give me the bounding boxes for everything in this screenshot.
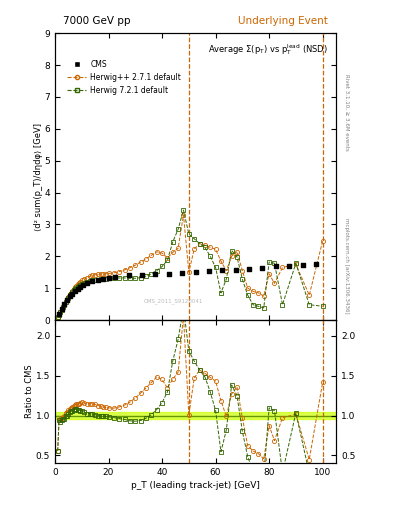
CMS bbox=[179, 269, 185, 278]
CMS bbox=[219, 266, 226, 274]
CMS bbox=[125, 271, 132, 280]
Herwig++ 2.7.1 default bbox=[122, 267, 127, 273]
Herwig++ 2.7.1 default bbox=[181, 212, 186, 218]
Text: Average $\Sigma$(p$_\mathrm{T}$) vs p$_\mathrm{T}^\mathrm{lead}$ (NSD): Average $\Sigma$(p$_\mathrm{T}$) vs p$_\… bbox=[208, 42, 328, 57]
Text: CMS_2011_S9120041: CMS_2011_S9120041 bbox=[143, 299, 203, 305]
Herwig++ 2.7.1 default bbox=[171, 249, 175, 255]
Line: Herwig 7.2.1 default: Herwig 7.2.1 default bbox=[56, 208, 325, 319]
Herwig++ 2.7.1 default bbox=[176, 245, 180, 251]
X-axis label: p_T (leading track-jet) [GeV]: p_T (leading track-jet) [GeV] bbox=[131, 481, 260, 490]
Y-axis label: ⟨d² sum(p_T)/dηdφ⟩ [GeV]: ⟨d² sum(p_T)/dηdφ⟩ [GeV] bbox=[34, 123, 43, 230]
CMS bbox=[75, 285, 81, 293]
CMS bbox=[69, 289, 75, 297]
Herwig++ 2.7.1 default bbox=[66, 294, 71, 300]
Line: Herwig++ 2.7.1 default: Herwig++ 2.7.1 default bbox=[56, 213, 325, 319]
CMS bbox=[193, 267, 199, 275]
CMS bbox=[259, 264, 266, 272]
Text: Rivet 3.1.10, ≥ 3.6M events: Rivet 3.1.10, ≥ 3.6M events bbox=[344, 74, 349, 151]
CMS bbox=[299, 261, 306, 269]
Bar bbox=[55, 412, 336, 419]
CMS bbox=[72, 287, 78, 295]
Legend: CMS, Herwig++ 2.7.1 default, Herwig 7.2.1 default: CMS, Herwig++ 2.7.1 default, Herwig 7.2.… bbox=[67, 60, 181, 95]
Herwig 7.2.1 default bbox=[181, 207, 186, 213]
CMS bbox=[56, 310, 62, 318]
CMS bbox=[286, 262, 292, 270]
Herwig 7.2.1 default bbox=[122, 275, 127, 281]
Text: Underlying Event: Underlying Event bbox=[238, 16, 328, 26]
CMS bbox=[273, 262, 279, 270]
Herwig++ 2.7.1 default bbox=[55, 314, 60, 320]
CMS bbox=[66, 292, 73, 301]
CMS bbox=[64, 296, 70, 304]
CMS bbox=[139, 271, 145, 279]
Herwig 7.2.1 default bbox=[55, 314, 60, 320]
CMS bbox=[246, 265, 252, 273]
CMS bbox=[313, 260, 319, 268]
CMS bbox=[80, 281, 86, 289]
Text: 7000 GeV pp: 7000 GeV pp bbox=[63, 16, 131, 26]
Herwig 7.2.1 default bbox=[171, 239, 175, 245]
Herwig 7.2.1 default bbox=[66, 294, 71, 301]
Herwig 7.2.1 default bbox=[320, 303, 325, 309]
Herwig 7.2.1 default bbox=[176, 226, 180, 232]
Text: mcplots.cern.ch [arXiv:1306.3436]: mcplots.cern.ch [arXiv:1306.3436] bbox=[344, 219, 349, 314]
CMS bbox=[59, 305, 65, 313]
CMS bbox=[100, 274, 107, 283]
CMS bbox=[206, 267, 212, 275]
Herwig 7.2.1 default bbox=[101, 276, 106, 282]
CMS bbox=[105, 273, 112, 282]
CMS bbox=[233, 266, 239, 274]
Herwig 7.2.1 default bbox=[144, 273, 149, 279]
CMS bbox=[165, 270, 172, 278]
CMS bbox=[95, 275, 101, 284]
CMS bbox=[152, 270, 158, 278]
CMS bbox=[112, 272, 118, 281]
Herwig++ 2.7.1 default bbox=[144, 256, 149, 262]
CMS bbox=[77, 283, 84, 291]
Herwig++ 2.7.1 default bbox=[101, 271, 106, 277]
CMS bbox=[84, 279, 90, 287]
CMS bbox=[61, 300, 68, 308]
Y-axis label: Ratio to CMS: Ratio to CMS bbox=[26, 365, 35, 418]
Herwig++ 2.7.1 default bbox=[320, 238, 325, 244]
CMS bbox=[89, 277, 95, 285]
